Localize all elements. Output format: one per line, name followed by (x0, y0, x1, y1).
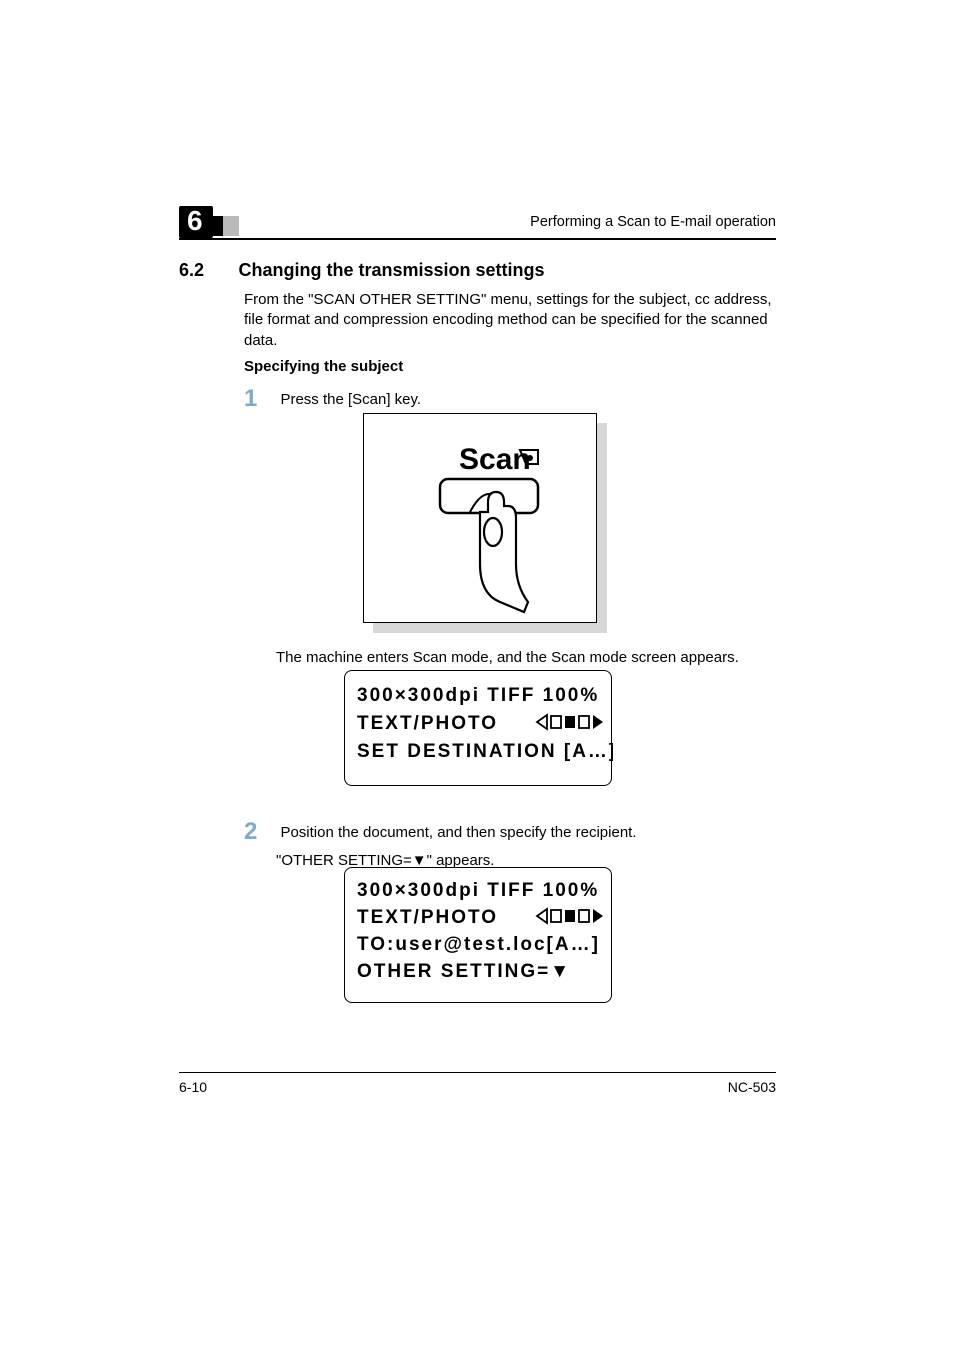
header-title: Performing a Scan to E-mail operation (530, 206, 776, 230)
section-title: Changing the transmission settings (238, 260, 544, 281)
page-footer: 6-10 NC-503 (179, 1072, 776, 1096)
intro-paragraph: From the "SCAN OTHER SETTING" menu, sett… (244, 290, 776, 351)
section-heading: 6.2 Changing the transmission settings (179, 260, 776, 281)
step1-caption: The machine enters Scan mode, and the Sc… (276, 648, 776, 668)
step-number: 2 (244, 818, 276, 846)
lcd2-svg: 300×300dpi TIFF 100% TEXT/PHOTO TO:user@… (355, 874, 613, 992)
footer-page-number: 6-10 (179, 1079, 207, 1095)
step-number: 1 (244, 385, 276, 413)
step-text: Press the [Scan] key. (280, 385, 421, 408)
lcd-screen-1: 300×300dpi TIFF 100% TEXT/PHOTO SET DEST… (344, 670, 612, 786)
step-text: Position the document, and then specify … (280, 818, 636, 841)
step-1: 1 Press the [Scan] key. (244, 385, 776, 413)
lcd1-line3: SET DESTINATION [A…] (357, 741, 613, 762)
chapter-badge-trail (211, 216, 239, 236)
scan-key-svg: Scan (364, 414, 596, 622)
footer-rule (179, 1072, 776, 1074)
page-header: 6 Performing a Scan to E-mail operation (179, 206, 776, 238)
lcd-screen-2: 300×300dpi TIFF 100% TEXT/PHOTO TO:user@… (344, 867, 612, 1003)
chapter-number-badge: 6 (179, 206, 213, 238)
footer-text: 6-10 NC-503 (179, 1079, 776, 1095)
lcd1-line2-left: TEXT/PHOTO (357, 713, 498, 734)
page: 6 Performing a Scan to E-mail operation … (0, 0, 954, 1350)
scan-label-text: Scan (459, 443, 531, 476)
lcd1-line1: 300×300dpi TIFF 100% (357, 685, 599, 706)
lcd2-line1: 300×300dpi TIFF 100% (357, 880, 599, 901)
lcd2-line4: OTHER SETTING=▼ (357, 961, 571, 982)
lcd2-line3: TO:user@test.loc[A…] (357, 934, 600, 955)
lcd1-svg: 300×300dpi TIFF 100% TEXT/PHOTO SET DEST… (355, 677, 613, 775)
lcd2-line2-left: TEXT/PHOTO (357, 907, 498, 928)
scan-key-illustration: Scan (363, 413, 597, 623)
finger-icon (480, 492, 528, 612)
density-indicator-icon (537, 909, 603, 923)
header-rule (179, 238, 776, 240)
density-indicator-icon (537, 715, 603, 729)
sub-heading: Specifying the subject (244, 357, 776, 377)
footer-model: NC-503 (728, 1079, 776, 1095)
step-2: 2 Position the document, and then specif… (244, 818, 776, 869)
section-number: 6.2 (179, 260, 204, 281)
